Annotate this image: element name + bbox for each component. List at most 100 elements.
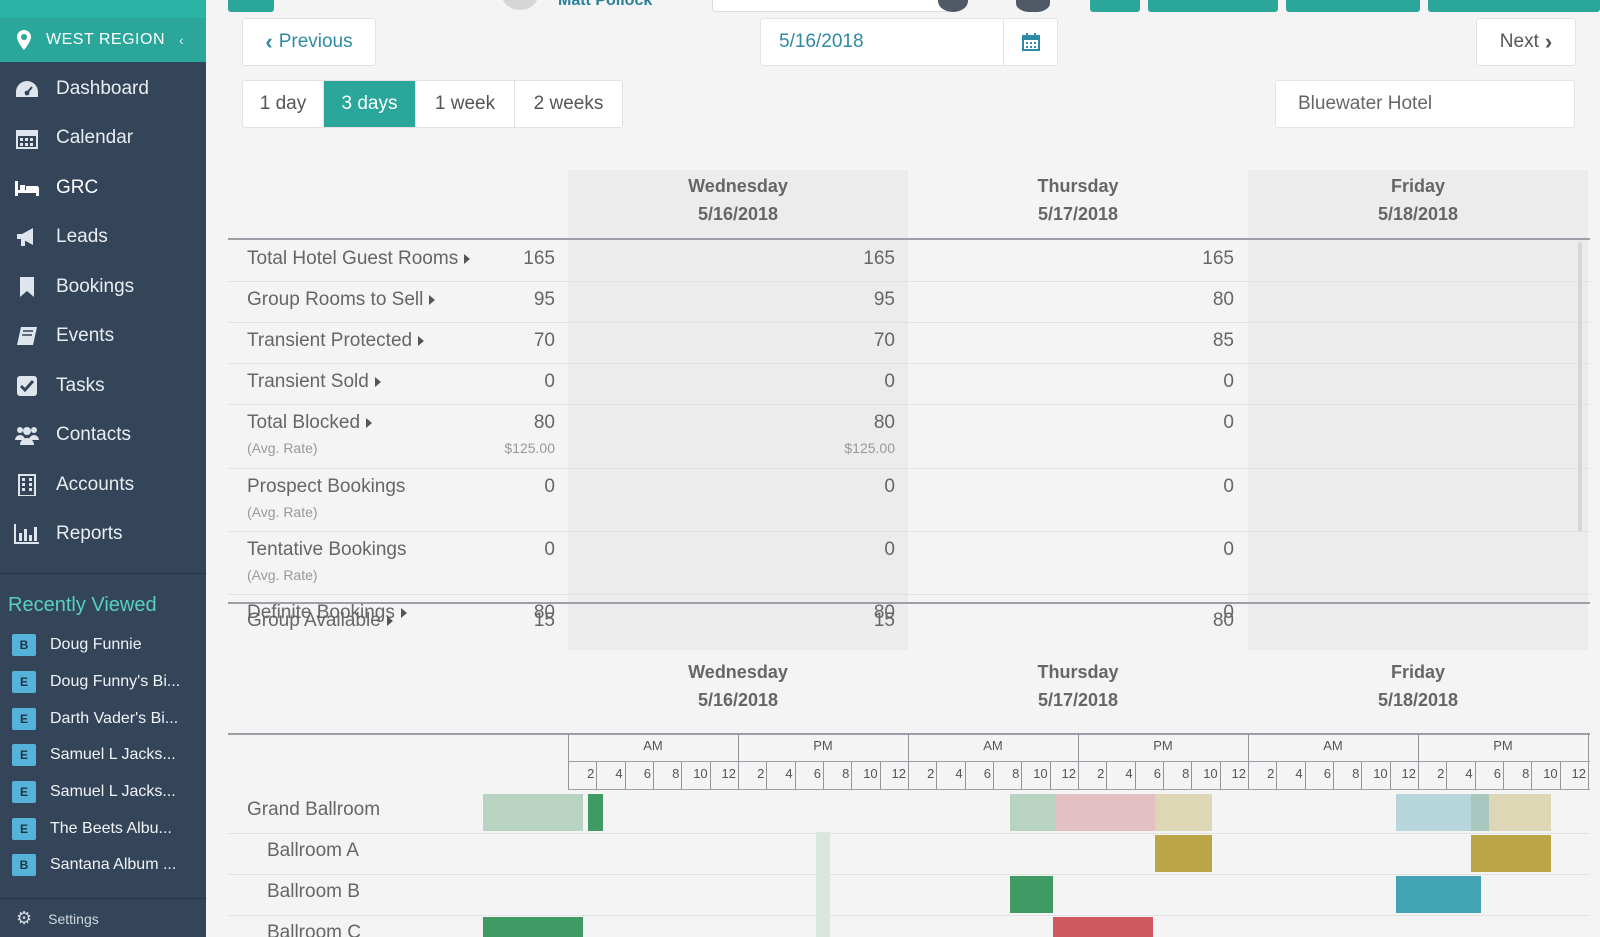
sidebar-item-contacts[interactable]: Contacts bbox=[0, 411, 206, 461]
booking-block-shadow[interactable] bbox=[1471, 794, 1489, 831]
recent-item[interactable]: E Darth Vader's Bi... bbox=[0, 700, 206, 737]
chevron-left-icon[interactable]: ‹ bbox=[179, 32, 185, 48]
recent-item[interactable]: B Doug Funnie bbox=[0, 627, 206, 664]
top-bar: Matt Pollock bbox=[206, 0, 1600, 14]
day-weekday: Friday bbox=[1390, 662, 1446, 682]
booking-block-shadow[interactable] bbox=[1396, 794, 1471, 831]
sub-room-name[interactable]: Ballroom A bbox=[267, 840, 359, 861]
previous-button[interactable]: ‹ Previous bbox=[242, 18, 376, 66]
toolbar-button-4[interactable] bbox=[1428, 0, 1600, 12]
sidebar-item-tasks[interactable]: Tasks bbox=[0, 361, 206, 411]
grid-line bbox=[1304, 762, 1306, 790]
booking-block-prospect[interactable] bbox=[1471, 835, 1551, 872]
calendar-button[interactable] bbox=[1003, 19, 1057, 65]
sidebar-item-reports[interactable]: Reports bbox=[0, 510, 206, 560]
region-selector[interactable]: WEST REGION ‹ bbox=[0, 18, 206, 62]
cell-value: 95 bbox=[873, 289, 895, 310]
sidebar-item-calendar[interactable]: Calendar bbox=[0, 114, 206, 164]
hour-tick: 12 bbox=[1571, 766, 1586, 781]
booking-block-hold[interactable] bbox=[1396, 876, 1481, 913]
hour-tick: 10 bbox=[693, 766, 708, 781]
hour-tick: 10 bbox=[1543, 766, 1558, 781]
range-option-1-week[interactable]: 1 week bbox=[416, 81, 515, 127]
vertical-scrollbar[interactable] bbox=[1578, 242, 1582, 532]
day-weekday: Thursday bbox=[1037, 662, 1119, 682]
cell-value: 0 bbox=[884, 371, 895, 392]
hour-tick: 12 bbox=[1061, 766, 1076, 781]
sidebar-item-bookings[interactable]: Bookings bbox=[0, 262, 206, 312]
avatar[interactable] bbox=[502, 0, 538, 10]
globe-icon[interactable] bbox=[938, 0, 968, 12]
cell-value: 0 bbox=[884, 476, 895, 497]
settings-link[interactable]: ⚙ Settings bbox=[0, 898, 206, 937]
grid-line bbox=[1219, 762, 1221, 790]
booking-block-shadow[interactable] bbox=[1055, 794, 1155, 831]
row-label[interactable]: Group Available bbox=[247, 610, 393, 632]
booking-block-definite[interactable] bbox=[1010, 876, 1053, 913]
hour-tick: 4 bbox=[1465, 766, 1473, 781]
grid-line bbox=[1474, 762, 1476, 790]
booking-block-shadow[interactable] bbox=[483, 794, 583, 831]
range-option-3-days[interactable]: 3 days bbox=[324, 81, 416, 127]
time-grid-midline bbox=[568, 761, 1590, 762]
toolbar-button-3[interactable] bbox=[1286, 0, 1420, 12]
next-button[interactable]: Next › bbox=[1476, 18, 1576, 66]
am-label: AM bbox=[1323, 738, 1343, 753]
sidebar-item-accounts[interactable]: Accounts bbox=[0, 460, 206, 510]
hour-tick: 4 bbox=[785, 766, 793, 781]
booking-block-prospect[interactable] bbox=[1155, 835, 1212, 872]
row-label[interactable]: Transient Protected bbox=[247, 330, 425, 352]
hour-tick: 2 bbox=[587, 766, 595, 781]
range-option-1-day[interactable]: 1 day bbox=[243, 81, 324, 127]
booking-block-definite[interactable] bbox=[588, 794, 603, 831]
row-label[interactable]: Total Hotel Guest Rooms bbox=[247, 248, 471, 270]
row-label: Tentative Bookings bbox=[247, 539, 407, 561]
recent-item[interactable]: E Doug Funny's Bi... bbox=[0, 664, 206, 701]
row-label-text: Transient Protected bbox=[247, 330, 413, 351]
recent-item-label: Doug Funny's Bi... bbox=[50, 673, 181, 691]
sidebar-item-label: Events bbox=[56, 325, 115, 347]
hour-tick: 6 bbox=[813, 766, 821, 781]
chat-icon[interactable] bbox=[1016, 0, 1050, 12]
room-name[interactable]: Grand Ballroom bbox=[247, 799, 381, 820]
range-option-2-weeks[interactable]: 2 weeks bbox=[533, 93, 604, 114]
sidebar-item-label: Calendar bbox=[56, 127, 134, 149]
hour-tick: 6 bbox=[643, 766, 651, 781]
sidebar-item-leads[interactable]: Leads bbox=[0, 213, 206, 263]
row-label[interactable]: Group Rooms to Sell bbox=[247, 289, 436, 311]
hour-tick: 12 bbox=[721, 766, 736, 781]
row-label[interactable]: Total Blocked bbox=[247, 412, 373, 434]
cell-value: 0 bbox=[1223, 602, 1234, 623]
recent-item[interactable]: E Samuel L Jacks... bbox=[0, 774, 206, 811]
booking-block-shadow[interactable] bbox=[1489, 794, 1551, 831]
sidebar-item-events[interactable]: Events bbox=[0, 312, 206, 362]
sub-room-name[interactable]: Ballroom B bbox=[267, 881, 360, 902]
grid-line bbox=[1078, 734, 1079, 790]
booking-block-shadow[interactable] bbox=[1010, 794, 1055, 831]
date-picker[interactable]: 5/16/2018 bbox=[760, 18, 1058, 66]
toolbar-button-2[interactable] bbox=[1148, 0, 1278, 12]
booking-block-tentative[interactable] bbox=[1053, 917, 1153, 937]
recent-item[interactable]: B Santana Album ... bbox=[0, 847, 206, 884]
map-pin-icon bbox=[17, 30, 31, 50]
user-name[interactable]: Matt Pollock bbox=[558, 0, 653, 9]
sidebar-item-dashboard[interactable]: Dashboard bbox=[0, 64, 206, 114]
day-date: 5/18/2018 bbox=[1377, 204, 1459, 224]
booking-block-definite[interactable] bbox=[483, 917, 583, 937]
search-input[interactable] bbox=[712, 0, 950, 12]
pm-label: PM bbox=[1493, 738, 1513, 753]
hotel-selector[interactable]: Bluewater Hotel bbox=[1275, 80, 1575, 128]
row-label[interactable]: Definite Bookings bbox=[247, 602, 407, 624]
calendar-icon bbox=[14, 127, 40, 150]
booking-block-shadow[interactable] bbox=[1155, 794, 1212, 831]
row-sublabel: (Avg. Rate) bbox=[247, 567, 318, 583]
date-value[interactable]: 5/16/2018 bbox=[779, 31, 864, 52]
sub-room-name[interactable]: Ballroom C bbox=[267, 922, 361, 937]
sidebar-item-grc[interactable]: GRC bbox=[0, 163, 206, 213]
recent-item[interactable]: E Samuel L Jacks... bbox=[0, 737, 206, 774]
grid-line bbox=[993, 762, 994, 790]
toolbar-button-1[interactable] bbox=[1090, 0, 1140, 12]
menu-button[interactable] bbox=[228, 0, 274, 12]
row-label[interactable]: Transient Sold bbox=[247, 371, 381, 393]
recent-item[interactable]: E The Beets Albu... bbox=[0, 810, 206, 847]
